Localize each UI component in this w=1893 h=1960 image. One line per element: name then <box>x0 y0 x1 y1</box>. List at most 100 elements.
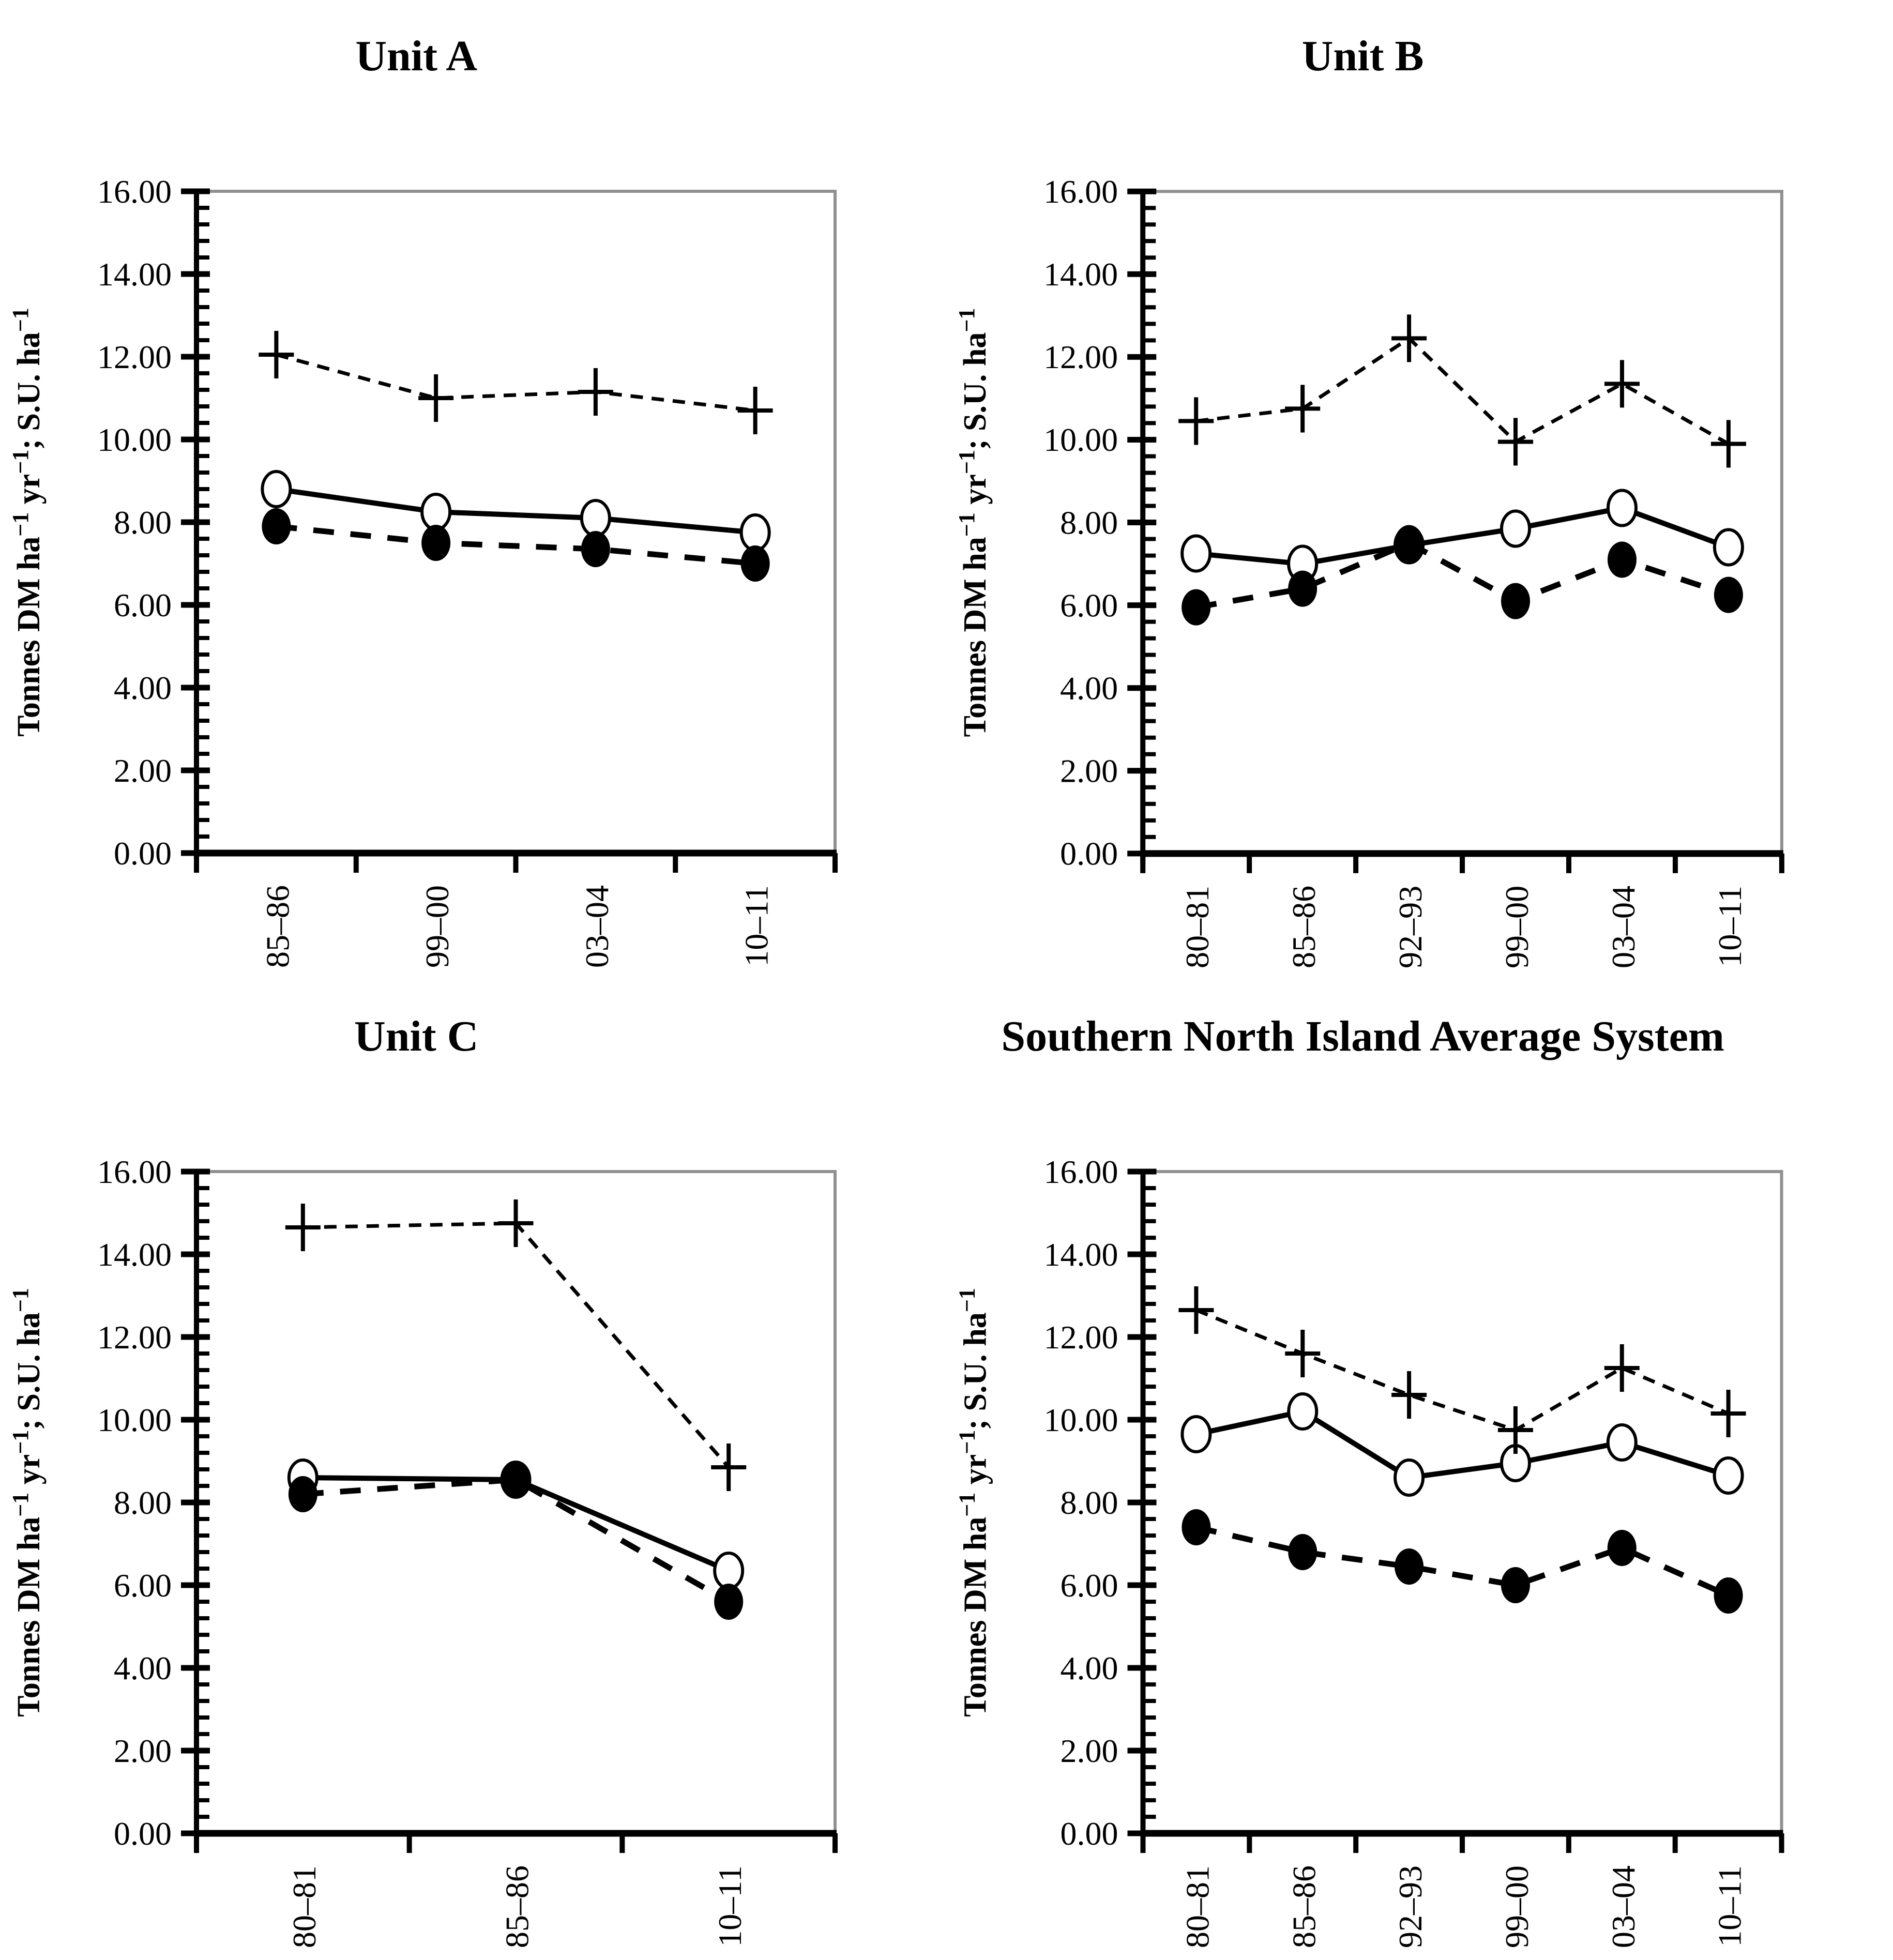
x-tick-label: 85–86 <box>259 885 296 968</box>
series-line-filled-circle-dashed <box>276 523 756 567</box>
series-plus-dashed <box>259 331 773 434</box>
x-tick-label: 85–86 <box>1285 1865 1322 1948</box>
y-tick-label: 6.00 <box>1061 1567 1118 1604</box>
series-open-circle-solid <box>261 470 771 552</box>
chart-canvas-unit-b: 0.00 2.00 4.00 6.00 8.00 10.00 12.00 14.00 16.00… <box>954 173 1784 968</box>
open-circle-marker <box>420 493 452 531</box>
superscript: −1 <box>8 1288 33 1312</box>
y-tick-label: 16.00 <box>97 173 172 210</box>
y-tick-label: 0.00 <box>114 835 172 872</box>
y-tick-label: 14.00 <box>97 1236 172 1273</box>
series-filled-circle-dashed <box>1182 525 1743 626</box>
superscript: −1 <box>8 1430 33 1454</box>
superscript: −1 <box>955 1493 980 1517</box>
filled-circle-marker <box>1501 1567 1530 1603</box>
chart-southern-north-island-average-system: 0.00 2.00 4.00 6.00 8.00 10.00 12.00 14.00 16.00… <box>955 1153 1784 1948</box>
x-tick-label: 92–93 <box>1392 886 1429 968</box>
filled-circle-marker <box>1288 570 1317 607</box>
y-tick-label: 14.00 <box>97 256 172 293</box>
open-circle-marker <box>1180 534 1212 573</box>
series-line-filled-circle-dashed <box>1195 1524 1730 1599</box>
filled-circle-marker <box>1714 576 1743 613</box>
y-tick-label: 16.00 <box>1044 1153 1118 1190</box>
superscript: −1 <box>8 450 33 474</box>
series-open-circle-solid <box>1180 489 1744 583</box>
open-circle-marker <box>1287 1392 1319 1431</box>
filled-circle-marker <box>1395 525 1424 561</box>
plus-marker <box>1391 1371 1427 1419</box>
x-tick-label: 85–86 <box>1285 886 1322 968</box>
y-tick-label: 2.00 <box>114 752 172 789</box>
series-line-plus-dashed <box>276 353 756 413</box>
filled-circle-marker <box>1714 1577 1743 1614</box>
filled-circle-marker <box>1607 541 1637 578</box>
open-circle-marker <box>1713 1456 1744 1495</box>
series-filled-circle-dashed <box>1182 1509 1743 1614</box>
y-tick-label: 16.00 <box>1043 173 1118 210</box>
x-tick-label: 80–81 <box>286 1865 323 1948</box>
y-tick-label: 12.00 <box>1043 339 1118 375</box>
series-filled-circle-dashed <box>262 508 770 582</box>
y-axis-title: Tonnes DM ha−1 yr−1; S.U. ha−1 <box>8 1288 47 1717</box>
plus-marker <box>1285 1330 1321 1377</box>
x-tick-label: 80–81 <box>1179 1865 1216 1948</box>
y-tick-label: 12.00 <box>97 339 172 375</box>
y-axis-title: Tonnes DM ha−1 yr−1; S.U. ha−1 <box>954 308 993 737</box>
y-tick-label: 0.00 <box>1061 1815 1118 1852</box>
chart-canvas-unit-a: 0.00 2.00 4.00 6.00 8.00 10.00 12.00 14.00 16.00… <box>8 173 838 968</box>
series-line-open-circle-solid <box>1195 1408 1730 1481</box>
plus-marker <box>578 368 613 416</box>
y-tick-label: 2.00 <box>1061 1733 1118 1769</box>
y-tick-label: 4.00 <box>114 1650 172 1686</box>
plus-marker <box>1497 1406 1533 1454</box>
superscript: −1 <box>954 450 979 474</box>
y-tick-label: 16.00 <box>97 1153 172 1190</box>
plus-marker <box>1604 1344 1640 1392</box>
chart-unit-c: 0.00 2.00 4.00 6.00 8.00 10.00 12.00 14.00 16.00… <box>8 1153 838 1948</box>
x-tick-label: 03–04 <box>1605 886 1642 968</box>
series-line-plus-dashed <box>1195 1308 1729 1432</box>
y-tick-label: 14.00 <box>1044 1236 1118 1273</box>
superscript: −1 <box>8 1493 33 1517</box>
y-tick-label: 0.00 <box>114 1815 172 1852</box>
y-tick-label: 4.00 <box>1061 1650 1118 1686</box>
plus-marker <box>711 1444 747 1491</box>
x-tick-label: 85–86 <box>499 1865 536 1948</box>
y-tick-label: 4.00 <box>114 670 172 706</box>
y-tick-label: 0.00 <box>1060 835 1118 872</box>
chart-unit-b: 0.00 2.00 4.00 6.00 8.00 10.00 12.00 14.00 16.00… <box>954 173 1784 968</box>
superscript: −1 <box>955 1430 980 1454</box>
series-line-plus-dashed <box>302 1221 730 1469</box>
filled-circle-marker <box>1288 1534 1317 1570</box>
x-tick-label: 10–11 <box>711 1865 748 1947</box>
x-tick-label: 99–00 <box>1498 886 1535 968</box>
y-tick-label: 6.00 <box>114 587 172 624</box>
chart-unit-a: 0.00 2.00 4.00 6.00 8.00 10.00 12.00 14.00 16.00… <box>8 173 838 968</box>
open-circle-marker <box>1394 1458 1425 1497</box>
y-tick-label: 8.00 <box>114 504 172 541</box>
filled-circle-marker <box>501 1462 531 1498</box>
plus-marker <box>1710 1390 1746 1437</box>
series-open-circle-solid <box>1180 1392 1744 1497</box>
y-tick-label: 12.00 <box>97 1319 172 1356</box>
plus-marker <box>1710 420 1746 468</box>
x-tick-label: 10–11 <box>738 885 775 967</box>
plus-marker <box>259 331 294 378</box>
open-circle-marker <box>1180 1415 1212 1453</box>
x-tick-label: 10–11 <box>1712 886 1748 967</box>
y-tick-label: 4.00 <box>1060 670 1118 706</box>
filled-circle-marker <box>1182 589 1211 626</box>
plus-marker <box>498 1199 534 1247</box>
y-tick-label: 10.00 <box>1043 421 1118 458</box>
chart-panel-southern-north-island-average-system: Southern North Island Average System 0.0… <box>946 980 1893 1960</box>
plus-marker <box>1604 360 1640 408</box>
filled-circle-marker <box>421 525 451 561</box>
superscript: −1 <box>955 1288 980 1312</box>
open-circle-marker <box>1606 489 1638 527</box>
y-tick-label: 14.00 <box>1043 256 1118 293</box>
plus-marker <box>285 1204 321 1251</box>
series-line-open-circle-solid <box>276 487 756 535</box>
chart-panel-unit-a: Unit A 0.00 2.00 4.00 6.00 8.00 10.00 12.00 14.… <box>0 0 946 980</box>
y-tick-label: 8.00 <box>1061 1484 1118 1521</box>
